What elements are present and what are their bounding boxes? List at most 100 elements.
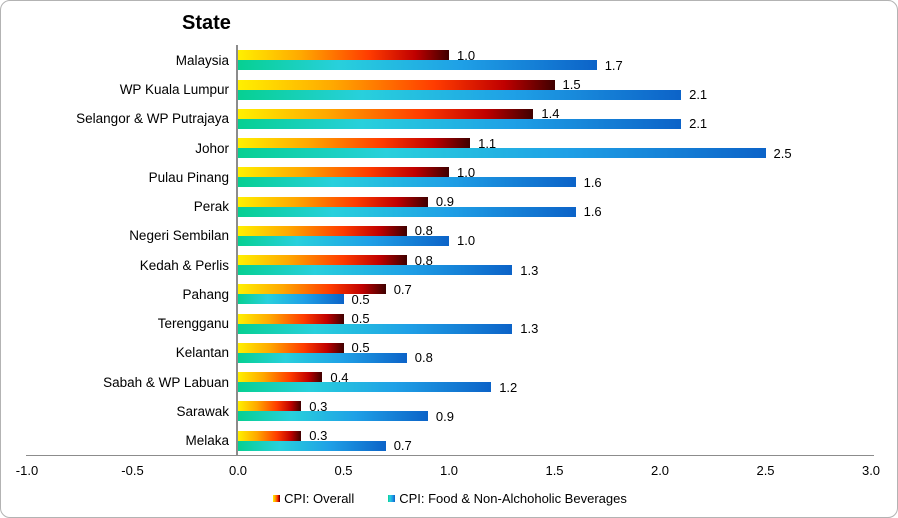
chart-row: Terengganu 0.5 1.3 — [1, 309, 897, 338]
legend-swatch-food-icon — [388, 494, 396, 502]
legend-label-overall: CPI: Overall — [284, 490, 355, 506]
chart-row: Johor 1.1 2.5 — [1, 133, 897, 162]
bar-cpi-overall — [238, 167, 449, 178]
value-label: 1.3 — [520, 321, 539, 337]
value-label: 0.3 — [309, 398, 328, 414]
value-label: 1.2 — [499, 379, 518, 395]
x-axis-tick-label: 2.0 — [650, 463, 670, 478]
chart-row: Melaka 0.3 0.7 — [1, 426, 897, 455]
bar-cpi-food — [238, 382, 492, 393]
value-label: 1.6 — [583, 204, 602, 220]
value-label: 0.8 — [414, 223, 433, 239]
value-label: 2.5 — [773, 145, 792, 161]
category-label: Sarawak — [176, 403, 229, 419]
value-label: 2.1 — [689, 87, 708, 103]
bar-cpi-food — [238, 411, 428, 422]
bar-cpi-food — [238, 440, 386, 451]
bar-cpi-overall — [238, 138, 471, 149]
bar-cpi-overall — [238, 255, 407, 266]
category-label: Pulau Pinang — [148, 169, 229, 185]
value-label: 1.4 — [541, 106, 560, 122]
x-axis-tick-label: 0.5 — [334, 463, 353, 478]
category-label: Malaysia — [175, 52, 229, 68]
category-label: Pahang — [182, 286, 229, 302]
chart-row: Pahang 0.7 0.5 — [1, 280, 897, 309]
chart-row: Pulau Pinang 1.0 1.6 — [1, 163, 897, 192]
chart-row: Kelantan 0.5 0.8 — [1, 338, 897, 367]
value-label: 0.5 — [351, 291, 370, 307]
value-label: 1.7 — [604, 57, 623, 73]
bar-cpi-overall — [238, 313, 344, 324]
legend-swatch-overall-icon — [273, 494, 281, 502]
x-axis-tick-label: -1.0 — [15, 463, 39, 478]
category-label: Kelantan — [175, 345, 229, 361]
value-label: 0.7 — [393, 281, 412, 297]
chart-title: State — [182, 12, 231, 34]
value-label: 1.0 — [457, 164, 476, 180]
bar-cpi-overall — [238, 225, 407, 236]
value-label: 0.7 — [393, 438, 412, 454]
category-label: Terengganu — [157, 316, 229, 332]
value-label: 0.8 — [414, 350, 433, 366]
legend-item-cpi-food: CPI: Food & Non-Alchoholic Beverages — [388, 491, 627, 506]
category-label: Sabah & WP Labuan — [103, 374, 229, 390]
bar-cpi-overall — [238, 79, 555, 90]
category-label: Melaka — [185, 433, 229, 449]
chart-row: Negeri Sembilan 0.8 1.0 — [1, 221, 897, 250]
bar-cpi-food — [238, 352, 407, 363]
bar-cpi-food — [238, 148, 766, 159]
category-label: Johor — [195, 140, 229, 156]
value-label: 2.1 — [689, 116, 708, 132]
bar-cpi-food — [238, 177, 576, 188]
x-axis-line — [26, 454, 874, 456]
value-label: 0.8 — [414, 252, 433, 268]
bar-cpi-food — [238, 294, 344, 305]
category-label: Kedah & Perlis — [139, 257, 229, 273]
value-label: 1.5 — [562, 77, 581, 93]
category-label: Selangor & WP Putrajaya — [76, 111, 229, 127]
bar-cpi-food — [238, 265, 513, 276]
bar-cpi-overall — [238, 342, 344, 353]
y-axis-line — [236, 45, 238, 455]
value-label: 0.5 — [351, 340, 370, 356]
chart-row: Sabah & WP Labuan 0.4 1.2 — [1, 367, 897, 396]
x-axis-tick-label: 2.5 — [756, 463, 775, 478]
category-label: WP Kuala Lumpur — [119, 82, 229, 98]
bar-cpi-overall — [238, 284, 386, 295]
legend-item-cpi-overall: CPI: Overall — [273, 491, 354, 506]
legend-label-food: CPI: Food & Non-Alchoholic Beverages — [399, 490, 627, 506]
value-label: 0.4 — [330, 369, 349, 385]
value-label: 1.6 — [583, 174, 602, 190]
category-label: Perak — [193, 199, 229, 215]
x-axis-tick-label: 1.0 — [439, 463, 459, 478]
bar-cpi-overall — [238, 430, 302, 441]
x-axis-tick-label: 3.0 — [861, 463, 881, 478]
bar-cpi-food — [238, 206, 576, 217]
chart-row: WP Kuala Lumpur 1.5 2.1 — [1, 75, 897, 104]
value-label: 1.0 — [457, 233, 476, 249]
value-label: 1.3 — [520, 262, 539, 278]
value-label: 0.5 — [351, 311, 370, 327]
category-label: Negeri Sembilan — [129, 228, 229, 244]
chart-row: Kedah & Perlis 0.8 1.3 — [1, 250, 897, 279]
chart-row: Perak 0.9 1.6 — [1, 192, 897, 221]
bar-cpi-food — [238, 323, 513, 334]
value-label: 0.9 — [435, 194, 454, 210]
bar-cpi-food — [238, 60, 597, 71]
legend: CPI: Overall CPI: Food & Non-Alchoholic … — [1, 489, 897, 507]
chart-row: Malaysia 1.0 1.7 — [1, 46, 897, 75]
value-label: 1.1 — [478, 135, 497, 151]
bar-cpi-overall — [238, 196, 428, 207]
bar-cpi-overall — [238, 372, 323, 383]
chart-row: Sarawak 0.3 0.9 — [1, 397, 897, 426]
bar-cpi-overall — [238, 50, 449, 61]
bar-cpi-overall — [238, 401, 302, 412]
x-axis-tick-label: 1.5 — [545, 463, 564, 478]
bar-cpi-food — [238, 235, 449, 246]
value-label: 0.9 — [435, 408, 454, 424]
x-axis-tick-label: 0.0 — [228, 463, 248, 478]
x-axis-tick-label: -0.5 — [121, 463, 144, 478]
bar-cpi-food — [238, 118, 682, 129]
bar-cpi-overall — [238, 108, 534, 119]
